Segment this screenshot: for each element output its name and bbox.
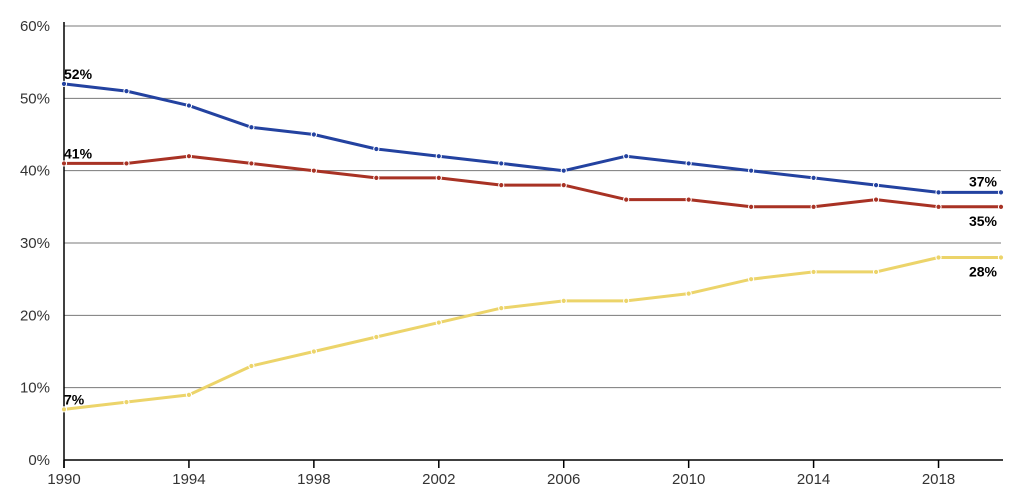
gridlines [64,25,1001,389]
data-point [310,167,317,174]
data-point [685,196,692,203]
data-point [248,160,255,167]
y-tick-label: 40% [20,163,50,180]
data-point [60,80,68,87]
axes [63,22,1003,468]
data-point [748,167,755,174]
data-point [935,254,942,261]
data-point [997,254,1005,261]
data-point [435,174,442,181]
data-point [623,297,630,304]
data-point [935,203,942,210]
x-tick-label: 2018 [922,471,955,488]
y-tick-label: 10% [20,380,50,397]
start-label-series-3: 7% [64,391,85,407]
y-tick-label: 60% [20,18,50,35]
end-label-series-2: 35% [969,213,998,229]
x-tick-label: 1990 [47,471,80,488]
y-tick-label: 20% [20,307,50,324]
series-line [62,256,1003,411]
data-point [60,406,68,413]
series-line [62,82,1003,194]
data-point [498,182,505,189]
data-point [185,153,193,160]
data-point [498,160,505,167]
data-point [498,305,505,312]
x-tick-label: 2006 [547,471,580,488]
data-point [872,268,880,276]
data-point [435,153,442,160]
data-point [560,297,567,304]
series-3 [60,254,1005,413]
data-point [123,88,130,95]
x-tick-label: 2002 [422,471,455,488]
end-label-series-3: 28% [969,263,998,279]
data-point [185,102,193,109]
data-point [248,362,255,370]
data-point [685,160,692,167]
data-point [373,174,380,181]
data-point [872,182,880,189]
data-point [997,189,1005,196]
y-tick-label: 30% [20,235,50,252]
series-1 [60,80,1005,196]
start-label-series-1: 52% [64,66,93,82]
data-point [748,276,755,283]
data-point [623,153,630,160]
series-layer [60,80,1005,413]
x-tick-label: 1998 [297,471,330,488]
data-point [373,333,380,341]
x-tick-label: 1994 [172,471,205,488]
data-point [310,131,317,138]
data-point [810,268,817,276]
y-tick-label: 50% [20,90,50,107]
x-tick-label: 2014 [797,471,830,488]
data-point [248,124,255,131]
series-line [62,154,1003,209]
data-point [748,203,755,210]
end-label-series-1: 37% [969,173,998,189]
data-point [123,160,130,167]
data-point [560,167,567,174]
data-point [685,290,692,297]
data-point [123,399,130,406]
data-point [935,189,942,196]
data-point [560,182,567,189]
data-point [810,174,817,181]
data-point [872,196,880,203]
x-axis-tick-labels: 1990 1994 1998 2002 2006 2010 2014 2018 [47,471,955,488]
data-point [185,391,193,398]
data-point [997,203,1005,210]
series-2 [60,153,1005,210]
data-point [435,319,442,326]
data-labels: 52% 41% 7% 37% 35% 28% [64,66,998,408]
data-point [310,348,317,355]
data-point [60,160,68,167]
start-label-series-2: 41% [64,145,93,161]
data-point [810,203,817,210]
data-point [623,196,630,203]
y-tick-label: 0% [28,452,50,469]
x-tick-label: 2010 [672,471,705,488]
data-point [373,145,380,153]
y-axis-tick-labels: 0% 10% 20% 30% 40% 50% 60% [20,18,50,469]
